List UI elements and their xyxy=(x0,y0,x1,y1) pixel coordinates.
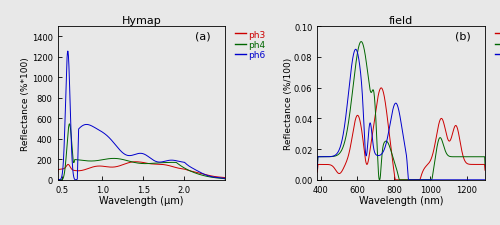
Title: Hymap: Hymap xyxy=(122,16,161,26)
Title: field: field xyxy=(389,16,413,26)
Y-axis label: Reflectance (%*100): Reflectance (%*100) xyxy=(21,57,30,150)
Legend: ph3, ph4, ph6: ph3, ph4, ph6 xyxy=(232,27,270,64)
X-axis label: Wavelength (nm): Wavelength (nm) xyxy=(359,195,444,205)
Legend: pH3, pH4, pH6: pH3, pH4, pH6 xyxy=(491,27,500,64)
X-axis label: Wavelength (μm): Wavelength (μm) xyxy=(99,195,184,205)
Text: (b): (b) xyxy=(455,31,470,41)
Y-axis label: Reflectance (%/100): Reflectance (%/100) xyxy=(284,58,292,149)
Text: (a): (a) xyxy=(195,31,210,41)
